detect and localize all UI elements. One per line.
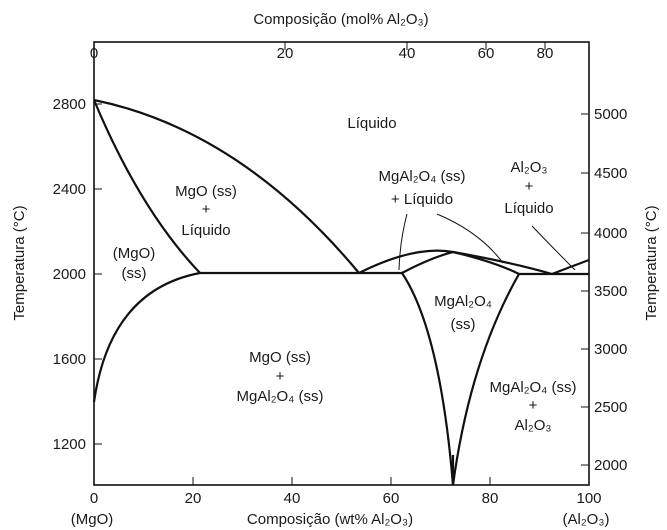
solvus-spinel-right [451,273,520,486]
region-mgo-ss-2: (ss) [122,265,147,282]
liquidus-spinel [358,249,553,276]
region-al2o3-liquid-2: + [525,178,534,195]
bottom-end-left: (MgO) [71,511,114,528]
region-mgo-spinel-2: + [276,368,285,385]
solidus-spinel-right [452,250,520,275]
top-tick-0: 0 [90,45,98,62]
left-axis-label: Temperatura (°C) [11,205,28,320]
left-tick-2400: 2400 [53,181,86,198]
region-mgo-spinel-3: MgAl₂O₄ (ss) [237,388,324,405]
solvus-mgo [92,271,201,403]
region-spinel-ss-1: MgAl₂O₄ [434,293,492,310]
region-spinel-al2o3-3: Al₂O₃ [515,417,552,434]
right-tick-4500: 4500 [594,165,627,182]
bottom-tick-40: 40 [284,490,301,507]
right-tick-2000: 2000 [594,457,627,474]
right-tick-2500: 2500 [594,399,627,416]
liquidus-al2o3 [551,258,590,276]
pointer-arrow-2 [436,213,504,264]
right-axis-label: Temperatura (°C) [643,205,660,320]
region-mgo-liquid-3: Líquido [181,222,230,239]
solidus-mgo [92,99,201,274]
plot-frame [93,41,590,486]
bottom-tick-100: 100 [576,490,601,507]
tick-marks [93,42,590,485]
right-tick-4000: 4000 [594,225,627,242]
region-mgo-liquid-2: + [202,201,211,218]
top-tick-80: 80 [537,45,554,62]
right-tick-3500: 3500 [594,283,627,300]
bottom-tick-80: 80 [482,490,499,507]
region-mgo-ss-1: (MgO) [113,245,156,262]
bottom-tick-0: 0 [90,490,98,507]
top-tick-60: 60 [478,45,495,62]
region-spinel-al2o3-2: + [529,397,538,414]
left-tick-1200: 1200 [53,436,86,453]
left-tick-2000: 2000 [53,266,86,283]
left-tick-1600: 1600 [53,351,86,368]
top-tick-40: 40 [399,45,416,62]
solidus-spinel-left [401,250,454,274]
right-tick-3000: 3000 [594,341,627,358]
bottom-end-right: (Al₂O₃) [563,511,610,528]
liquidus-mgo [93,98,360,274]
region-spinel-liquid-1: MgAl₂O₄ (ss) [379,168,466,185]
pointer-arrow-3 [531,225,576,271]
region-mgo-liquid-1: MgO (ss) [175,183,237,200]
region-spinel-ss-2: (ss) [451,316,476,333]
region-al2o3-liquid-3: Líquido [504,200,553,217]
bottom-tick-60: 60 [383,490,400,507]
bottom-tick-20: 20 [185,490,202,507]
solvus-spinel-left [401,272,455,486]
pointer-arrow-1 [398,213,408,271]
region-al2o3-liquid-1: Al₂O₃ [511,159,548,176]
region-spinel-al2o3-1: MgAl₂O₄ (ss) [490,379,577,396]
region-mgo-spinel-1: MgO (ss) [249,349,311,366]
region-spinel-liquid-2: + Líquido [391,191,453,208]
left-tick-2800: 2800 [53,96,86,113]
region-liquid: Líquido [347,115,396,132]
right-tick-5000: 5000 [594,106,627,123]
bottom-axis-label: Composição (wt% Al₂O₃) [247,511,413,528]
top-axis-label: Composição (mol% Al₂O₃) [253,11,428,28]
top-tick-20: 20 [277,45,294,62]
